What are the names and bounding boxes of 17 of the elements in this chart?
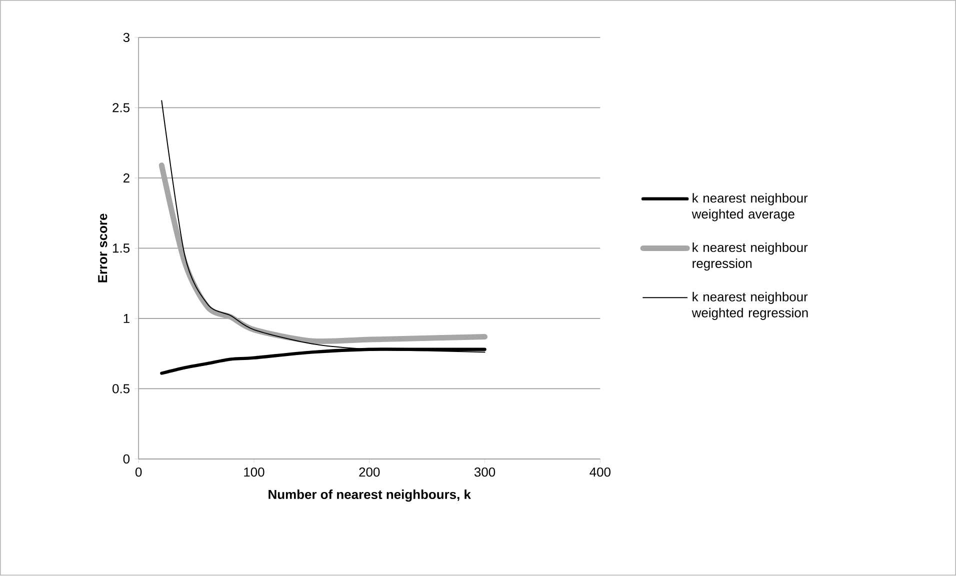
y-tick-label: 3 xyxy=(123,33,130,42)
y-tick-label: 2 xyxy=(123,174,130,183)
legend-label: k nearest neighbour weighted regression xyxy=(692,292,808,320)
y-axis-title: Error score xyxy=(98,214,108,283)
y-tick-label: 2.5 xyxy=(112,103,130,113)
legend-label: k nearest neighbour regression xyxy=(692,242,808,271)
y-tick-label: 1 xyxy=(124,314,130,324)
x-tick-label: 400 xyxy=(590,468,610,477)
x-tick-label: 200 xyxy=(359,468,380,477)
y-tick-label: 0 xyxy=(123,454,130,464)
x-tick-label: 0 xyxy=(135,468,142,477)
x-axis-title: Number of nearest neighbours, k xyxy=(268,490,471,502)
y-tick-label: 1.5 xyxy=(113,244,130,253)
x-tick-label: 100 xyxy=(244,468,264,477)
x-tick-label: 300 xyxy=(474,468,496,477)
legend-label: k nearest neighbour weighted average xyxy=(692,193,808,222)
y-tick-label: 0.5 xyxy=(112,384,130,394)
